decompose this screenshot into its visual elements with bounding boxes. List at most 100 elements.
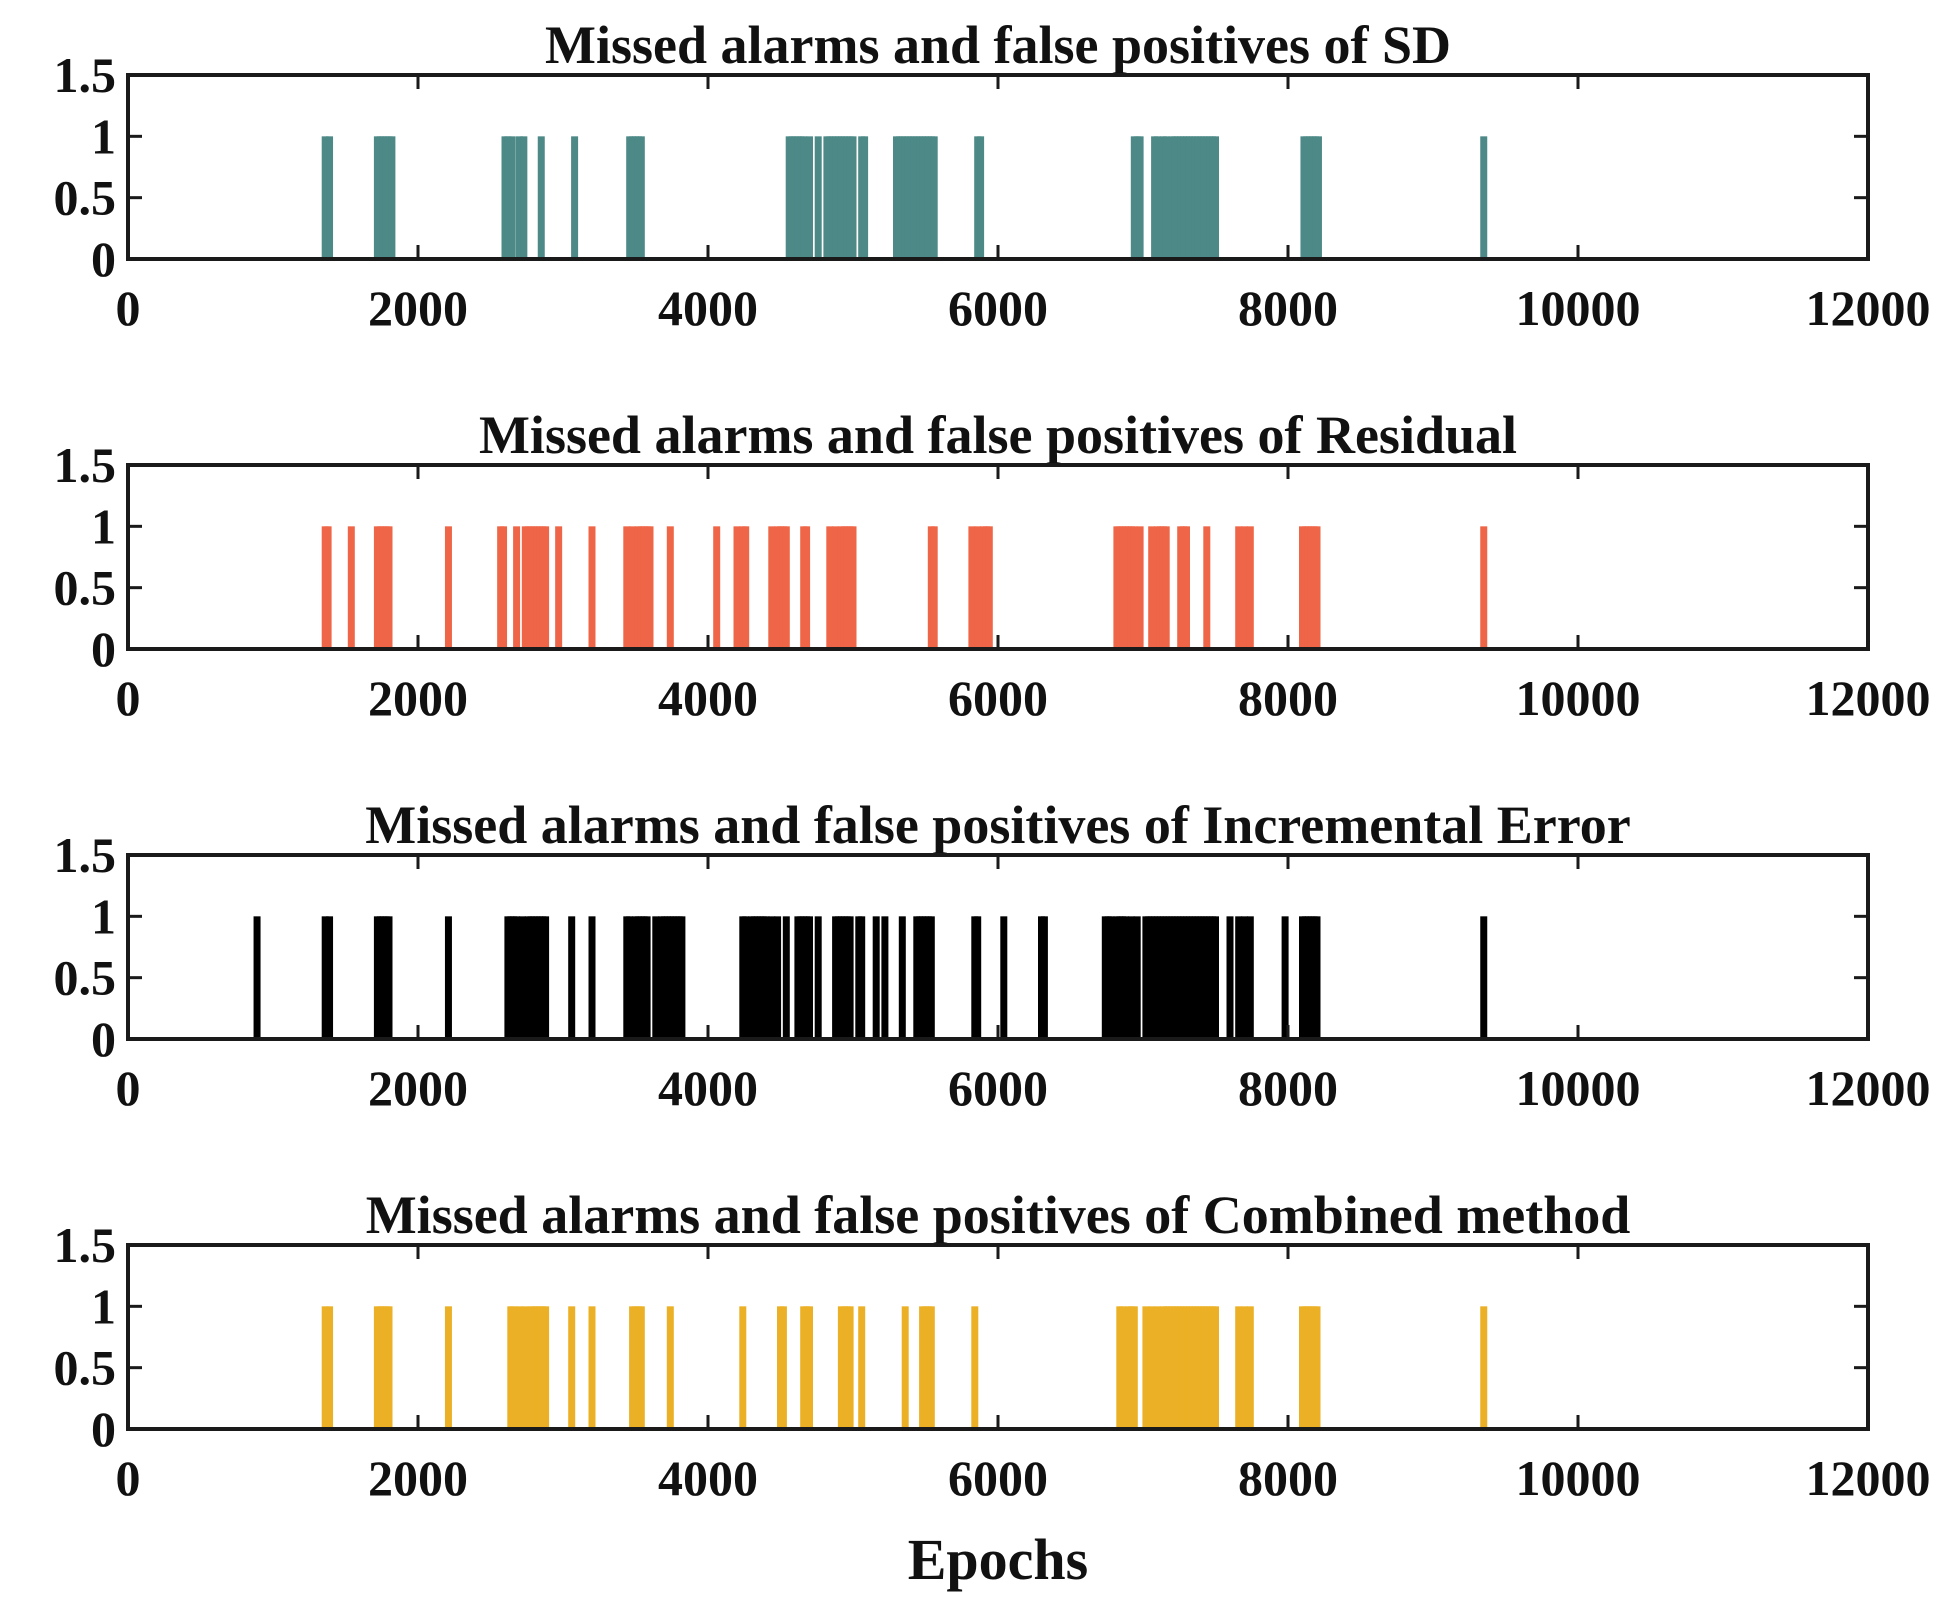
x-tick-label: 4000 bbox=[658, 670, 758, 726]
event-bar bbox=[849, 136, 857, 259]
event-bar bbox=[521, 1306, 529, 1429]
event-bar bbox=[537, 136, 545, 259]
y-tick-label: 0.5 bbox=[54, 950, 117, 1006]
event-bar bbox=[800, 136, 808, 259]
x-tick-label: 6000 bbox=[948, 670, 1048, 726]
x-tick-label: 10000 bbox=[1516, 1450, 1641, 1506]
event-bar bbox=[779, 1306, 787, 1429]
event-bar bbox=[542, 916, 550, 1039]
event-bar bbox=[1136, 136, 1144, 259]
x-tick-label: 0 bbox=[116, 1450, 141, 1506]
event-bar bbox=[678, 916, 686, 1039]
event-bar bbox=[588, 1306, 596, 1429]
event-bar bbox=[806, 136, 813, 259]
event-bar bbox=[1040, 916, 1048, 1039]
event-bar bbox=[1480, 526, 1488, 649]
y-tick-label: 0 bbox=[91, 1401, 116, 1457]
event-bar bbox=[444, 526, 452, 649]
event-bar bbox=[1226, 916, 1234, 1039]
event-bar bbox=[739, 1306, 747, 1429]
event-bar bbox=[513, 526, 521, 649]
y-tick-label: 1 bbox=[91, 1278, 116, 1334]
event-bar bbox=[652, 916, 660, 1039]
event-bar bbox=[626, 916, 634, 1039]
y-tick-label: 1.5 bbox=[54, 437, 117, 493]
event-bar bbox=[542, 526, 550, 649]
x-tick-label: 4000 bbox=[658, 1450, 758, 1506]
event-bar bbox=[1183, 526, 1190, 649]
x-tick-label: 0 bbox=[116, 1060, 141, 1116]
event-bar bbox=[930, 526, 938, 649]
event-bar bbox=[1133, 916, 1141, 1039]
event-bar bbox=[832, 526, 840, 649]
x-tick-label: 6000 bbox=[948, 1060, 1048, 1116]
event-bar bbox=[388, 136, 396, 259]
event-bar bbox=[1480, 1306, 1488, 1429]
event-bar bbox=[1000, 916, 1008, 1039]
panel-title: Missed alarms and false positives of SD bbox=[545, 15, 1451, 75]
event-bar bbox=[1127, 916, 1135, 1039]
event-bar bbox=[1122, 916, 1130, 1039]
x-tick-label: 12000 bbox=[1806, 670, 1931, 726]
event-bar bbox=[968, 526, 976, 649]
event-bar bbox=[1246, 916, 1254, 1039]
event-bar bbox=[1162, 526, 1170, 649]
event-bar bbox=[733, 526, 741, 649]
x-axis-label: Epochs bbox=[908, 1527, 1089, 1592]
event-bar bbox=[1241, 916, 1248, 1039]
x-tick-label: 8000 bbox=[1238, 670, 1338, 726]
event-bar bbox=[1107, 916, 1115, 1039]
x-tick-label: 4000 bbox=[658, 1060, 758, 1116]
x-tick-label: 8000 bbox=[1238, 1450, 1338, 1506]
event-bar bbox=[504, 136, 512, 259]
event-bar bbox=[814, 916, 822, 1039]
event-bar bbox=[1130, 1306, 1138, 1429]
event-bar bbox=[1235, 526, 1243, 649]
chart-panel: Missed alarms and false positives of Com… bbox=[54, 1185, 1931, 1506]
event-bar bbox=[846, 1306, 854, 1429]
event-bar bbox=[666, 526, 674, 649]
event-bar bbox=[1313, 1306, 1321, 1429]
event-bar bbox=[571, 136, 579, 259]
event-bar bbox=[1480, 916, 1488, 1039]
event-bar bbox=[858, 916, 866, 1039]
x-tick-label: 6000 bbox=[948, 1450, 1048, 1506]
event-bar bbox=[1154, 136, 1161, 259]
event-bar bbox=[806, 1306, 813, 1429]
event-bar bbox=[444, 916, 452, 1039]
x-tick-label: 2000 bbox=[368, 1060, 468, 1116]
event-bar bbox=[568, 1306, 576, 1429]
event-bar bbox=[774, 916, 782, 1039]
event-bar bbox=[977, 136, 985, 259]
event-bar bbox=[898, 916, 906, 1039]
event-bar bbox=[768, 526, 776, 649]
x-tick-label: 6000 bbox=[948, 280, 1048, 336]
event-bar bbox=[568, 916, 576, 1039]
event-bar bbox=[646, 526, 654, 649]
event-bar bbox=[872, 916, 880, 1039]
event-bar bbox=[1241, 1306, 1248, 1429]
event-bar bbox=[1212, 916, 1219, 1039]
event-bar bbox=[846, 916, 854, 1039]
event-bar bbox=[1313, 526, 1321, 649]
x-tick-label: 12000 bbox=[1806, 1450, 1931, 1506]
x-tick-label: 12000 bbox=[1806, 280, 1931, 336]
x-tick-label: 2000 bbox=[368, 280, 468, 336]
chart-panel: Missed alarms and false positives of SD 0… bbox=[54, 15, 1931, 336]
event-bar bbox=[901, 1306, 909, 1429]
event-bar bbox=[1212, 136, 1219, 259]
event-bar bbox=[861, 136, 869, 259]
x-tick-label: 10000 bbox=[1516, 1060, 1641, 1116]
event-bar bbox=[1246, 526, 1254, 649]
event-bar bbox=[1246, 1306, 1254, 1429]
event-bar bbox=[1148, 1306, 1156, 1429]
event-bar bbox=[513, 916, 521, 1039]
event-bar bbox=[985, 526, 993, 649]
event-bar bbox=[555, 526, 563, 649]
event-bar bbox=[1313, 916, 1321, 1039]
event-bar bbox=[762, 916, 770, 1039]
event-bar bbox=[500, 526, 508, 649]
y-tick-label: 0.5 bbox=[54, 1340, 117, 1396]
x-tick-label: 2000 bbox=[368, 670, 468, 726]
event-bar bbox=[666, 1306, 674, 1429]
